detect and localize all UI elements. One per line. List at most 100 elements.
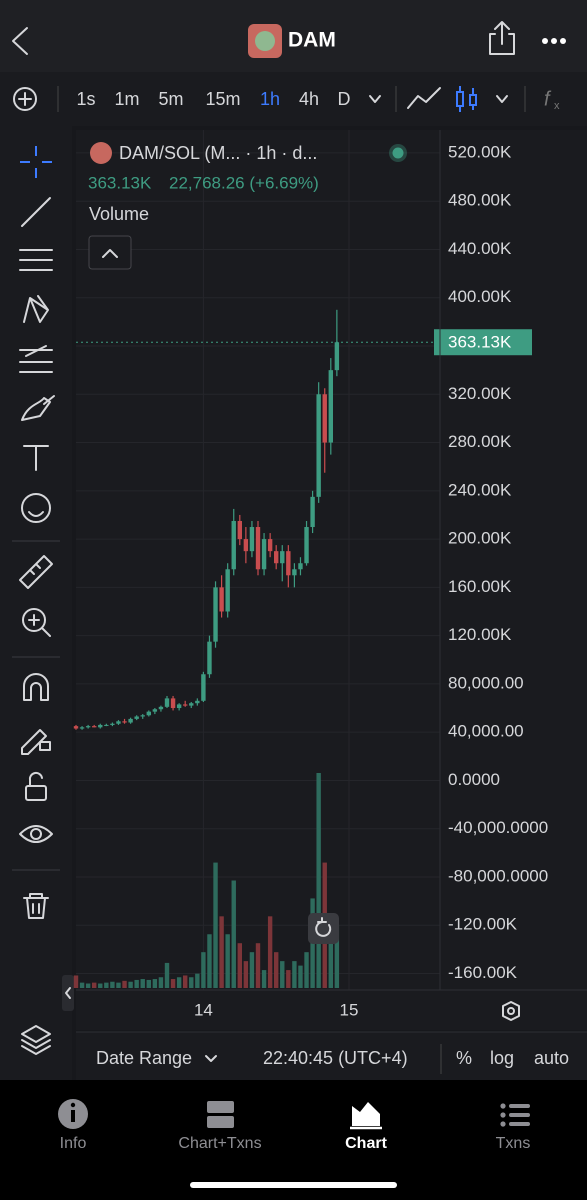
pattern-tool[interactable] [23, 295, 49, 323]
volume-bar [255, 943, 261, 988]
volume-bar [128, 981, 133, 988]
candle-body [128, 718, 133, 723]
share-button[interactable] [489, 21, 515, 55]
interval-button[interactable]: 1h [260, 89, 280, 109]
emoji-tool[interactable] [21, 493, 51, 523]
eye-pupil [30, 828, 42, 840]
price-change: 22,768.26 (+6.69%) [169, 173, 319, 192]
volume-bar [79, 982, 85, 988]
pair-icon [90, 142, 112, 164]
fib-tool[interactable] [19, 249, 53, 271]
volume-bar [152, 979, 158, 988]
reset-icon [315, 917, 332, 937]
zoom-tool[interactable] [22, 608, 46, 632]
indicator-toggle[interactable] [88, 235, 132, 270]
interval-button[interactable]: 15m [205, 89, 240, 109]
candle-body [73, 726, 79, 729]
volume-bar [213, 862, 218, 988]
volume-bar [195, 973, 200, 988]
volume-bar [140, 979, 145, 988]
percent-button[interactable]: % [456, 1048, 472, 1068]
brush-tool[interactable] [21, 395, 55, 421]
y-tick-label: -120.00K [448, 915, 518, 934]
tab-icons [58, 1099, 530, 1130]
chart-type-dropdown[interactable] [496, 95, 508, 103]
date-range-button[interactable]: Date Range [96, 1048, 192, 1068]
trend-line-tool[interactable] [21, 197, 51, 227]
volume-bar [158, 977, 164, 988]
interval-button[interactable]: 4h [299, 89, 319, 109]
unlock-tool[interactable] [25, 785, 47, 801]
candle-body [237, 520, 242, 540]
tab-label[interactable]: Txns [496, 1135, 531, 1152]
token-title: DAM [288, 29, 336, 52]
text-tool[interactable] [23, 445, 49, 471]
log-button[interactable]: log [490, 1048, 514, 1068]
sidebar-collapse[interactable] [62, 975, 74, 1011]
candle-body [219, 587, 224, 612]
layers-tool[interactable] [21, 1025, 51, 1055]
collapse-arrow [65, 987, 71, 999]
add-indicator-button[interactable] [13, 87, 37, 111]
interval-button[interactable]: 1m [114, 89, 139, 109]
candle-body [122, 721, 127, 723]
volume-bar [146, 979, 151, 988]
info-icon-dot [70, 1102, 76, 1108]
candle-body [92, 726, 97, 728]
y-tick-label: 480.00K [448, 191, 512, 210]
candle-body [261, 539, 267, 570]
emoji-smile [28, 511, 44, 517]
tab-label[interactable]: Chart+Txns [178, 1135, 261, 1152]
interval-button[interactable]: D [338, 89, 351, 109]
info-icon-bar [71, 1110, 75, 1122]
volume-bar [292, 961, 297, 988]
settings-button[interactable] [502, 1001, 520, 1021]
magnet-tool[interactable] [23, 673, 49, 701]
interval-dropdown[interactable] [369, 95, 381, 103]
delete-tool[interactable] [23, 893, 49, 919]
candle-body [170, 698, 176, 709]
formula-button-sub: x [554, 100, 560, 112]
candle-body [195, 700, 200, 704]
volume-bar [116, 982, 121, 988]
y-tick-label: -160.00K [448, 963, 518, 982]
y-tick-label: 440.00K [448, 239, 512, 258]
projection-tool[interactable] [19, 345, 53, 373]
line-chart-button[interactable] [407, 87, 441, 109]
plot-area: 520.00K480.00K440.00K400.00K360.00K320.0… [73, 130, 548, 1019]
back-button[interactable] [12, 27, 28, 55]
volume-bar [267, 916, 273, 988]
ruler-tool[interactable] [19, 555, 53, 589]
tab-label[interactable]: Info [60, 1135, 87, 1152]
y-tick-label: 160.00K [448, 577, 512, 596]
visibility-tool[interactable] [19, 825, 53, 843]
candle-body [158, 706, 164, 710]
candle-body [267, 539, 273, 552]
interval-button[interactable]: 5m [158, 89, 183, 109]
candle-body [298, 563, 303, 570]
interval-button[interactable]: 1s [76, 89, 95, 109]
volume-bar [164, 962, 170, 988]
chart-panel [76, 130, 587, 1030]
auto-button[interactable]: auto [534, 1048, 569, 1068]
token-icon-face [255, 31, 275, 51]
volume-bar [92, 982, 97, 988]
volume-bar [274, 952, 279, 988]
drawing-tools [19, 197, 55, 1055]
tab-label[interactable]: Chart [345, 1135, 387, 1152]
lock-icon [39, 741, 51, 751]
home-indicator [190, 1182, 397, 1188]
more-button[interactable] [542, 38, 566, 44]
tab-labels: Info Chart+Txns Chart Txns [60, 1135, 531, 1152]
candle-chart-button[interactable] [456, 86, 477, 112]
formula-button[interactable]: f [544, 88, 552, 110]
candle-body [183, 704, 188, 706]
lock-drawing-tool[interactable] [21, 729, 47, 755]
status-dot [392, 147, 404, 159]
candle-body [201, 674, 206, 701]
crosshair-tool[interactable] [20, 146, 52, 178]
candle-body [310, 496, 315, 528]
volume-bar [73, 975, 79, 988]
reset-button[interactable] [308, 913, 339, 944]
candle-body [334, 342, 340, 371]
